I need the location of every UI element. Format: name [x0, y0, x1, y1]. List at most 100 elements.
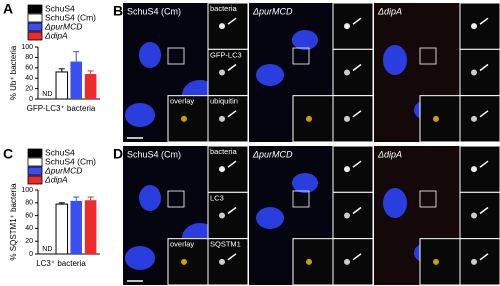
inset-spot: [344, 69, 350, 76]
legend-label: SchuS4: [45, 3, 75, 13]
image-title: ΔpurMCD: [252, 149, 293, 159]
roi-box: [292, 47, 310, 65]
inset-spot: [344, 115, 350, 122]
inset-spot: [471, 258, 477, 265]
inset: [419, 95, 461, 143]
y-tick-label: 100: [21, 44, 33, 51]
arrow: [352, 253, 362, 261]
panel-label: C: [3, 146, 13, 162]
inset: [459, 48, 500, 97]
inset: [332, 145, 374, 193]
inset-label: bacteria: [210, 147, 238, 156]
nucleus: [292, 173, 318, 193]
inset: [459, 145, 500, 193]
y-tick-label: 20: [25, 238, 33, 245]
image-title: SchuS4 (Cm): [127, 6, 181, 16]
inset-spot: [471, 115, 477, 122]
inset: [459, 191, 500, 240]
inset-spot: [344, 212, 350, 219]
inset-spot: [471, 212, 477, 219]
annotation: ND: [42, 246, 52, 253]
inset: [332, 95, 374, 143]
y-tick-label: 60: [25, 65, 33, 72]
inset-spot: [306, 258, 312, 265]
y-tick-label: 100: [21, 187, 33, 194]
inset-spot: [219, 166, 225, 173]
inset: [292, 95, 334, 143]
inset-spot: [219, 69, 225, 76]
arrow: [479, 110, 489, 118]
nucleus: [139, 185, 161, 211]
inset-label: ubiquitin: [210, 97, 238, 106]
inset: [207, 48, 249, 97]
image-title: ΔpurMCD: [252, 6, 293, 16]
nucleus: [256, 64, 284, 86]
y-axis-label: % Ub⁺ bacteria: [9, 45, 18, 100]
bar: [84, 200, 97, 254]
y-tick-label: 80: [25, 54, 33, 61]
inset: [332, 238, 374, 286]
legend-label: SchuS4 (Cm): [45, 156, 96, 166]
inset-label: SQSTM1: [210, 240, 241, 249]
inset-spot: [471, 166, 477, 173]
roi-box: [167, 47, 185, 65]
arrow: [227, 17, 237, 25]
nucleus: [139, 42, 161, 68]
roi-box: [419, 47, 437, 65]
arrow: [227, 63, 237, 72]
inset-spot: [433, 115, 439, 122]
arrow: [352, 160, 362, 168]
x-axis-label: LC3⁺ bacteria: [36, 259, 86, 268]
arrow: [227, 206, 237, 215]
roi-box: [167, 190, 185, 208]
legend-swatch: [27, 166, 43, 176]
annotation: ND: [42, 91, 52, 98]
bar: [55, 203, 69, 255]
y-axis-label: % SQSTM1⁺ bacteria: [9, 183, 18, 261]
inset: [207, 238, 249, 286]
legend-swatch: [27, 175, 43, 185]
nucleus: [125, 246, 155, 270]
inset: [419, 238, 461, 286]
inset-label: GFP-LC3: [210, 50, 242, 59]
panel-label: D: [113, 146, 123, 162]
y-tick-label: 0: [29, 96, 33, 103]
panel-label: A: [3, 1, 13, 17]
image-title: ΔdipA: [377, 6, 402, 16]
inset: [332, 191, 374, 240]
inset: [292, 238, 334, 286]
y-tick-label: 40: [25, 75, 33, 82]
bar: [70, 61, 82, 99]
arrow: [479, 253, 489, 261]
inset-spot: [219, 258, 225, 265]
inset-spot: [344, 23, 350, 30]
inset-spot: [433, 258, 439, 265]
image-title: SchuS4 (Cm): [127, 149, 181, 159]
nucleus: [256, 207, 284, 229]
inset: [332, 2, 374, 50]
arrow: [227, 110, 237, 118]
roi-box: [292, 190, 310, 208]
arrow: [479, 17, 489, 25]
legend-label: SchuS4 (Cm): [45, 12, 96, 22]
bar: [70, 200, 82, 254]
inset-label: overlay: [170, 240, 194, 249]
inset-label: overlay: [170, 97, 194, 106]
x-axis-label: GFP-LC3⁺ bacteria: [27, 104, 96, 113]
y-tick-label: 20: [25, 85, 33, 92]
legend-label: ΔpurMCD: [44, 21, 82, 31]
legend-swatch: [27, 22, 43, 32]
inset: [207, 191, 249, 240]
inset-spot: [219, 212, 225, 219]
arrow: [352, 17, 362, 25]
inset-spot: [306, 115, 312, 122]
arrow: [352, 110, 362, 118]
image-title: ΔdipA: [377, 149, 402, 159]
inset-label: bacteria: [210, 4, 238, 13]
bar: [84, 74, 97, 99]
nucleus: [383, 188, 407, 218]
arrow: [352, 63, 362, 72]
inset-spot: [344, 166, 350, 173]
legend-swatch: [27, 157, 43, 167]
inset: [167, 95, 209, 143]
